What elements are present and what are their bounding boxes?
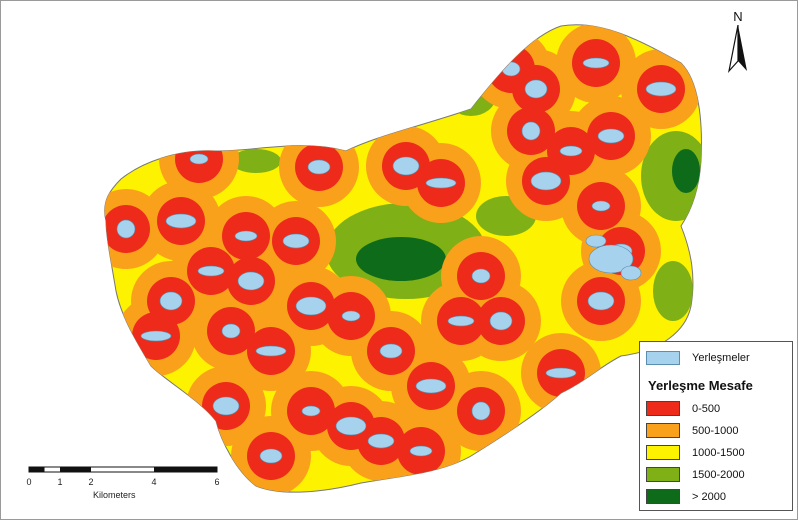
settlement-patch <box>295 296 327 316</box>
settlement-patch <box>282 233 310 249</box>
settlement-patch <box>587 291 615 311</box>
settlement-patch <box>341 310 361 322</box>
scale-tick: 1 <box>57 477 63 487</box>
settlement-patch <box>524 79 548 99</box>
settlement-patch <box>489 311 513 331</box>
legend-title: Yerleşme Mesafe <box>648 378 753 393</box>
scale-tick: 0 <box>26 477 32 487</box>
north-arrow: N <box>723 9 753 75</box>
legend-settlement-label: Yerleşmeler <box>692 352 750 364</box>
legend-settlement-swatch <box>646 351 680 365</box>
legend-settlement-row: Yerleşmeler <box>646 350 750 366</box>
legend-class-label: 0-500 <box>692 402 721 415</box>
settlement-patch <box>234 230 258 242</box>
scale-bar-graphic <box>28 466 218 473</box>
settlement-patch <box>521 121 541 141</box>
settlement-patch <box>116 219 136 239</box>
scale-unit-label: Kilometers <box>93 490 136 500</box>
legend-swatch <box>646 445 680 460</box>
legend-class-label: 500-1000 <box>692 424 739 437</box>
settlement-patch <box>645 81 677 97</box>
legend-row-over-2000: > 2000 <box>646 488 726 505</box>
settlement-patch <box>447 315 475 327</box>
scale-tick: 2 <box>88 477 94 487</box>
settlement-patch <box>471 268 491 284</box>
settlement-patch <box>392 156 420 176</box>
legend-row-1000-1500: 1000-1500 <box>646 444 745 461</box>
settlement-patch <box>425 177 457 189</box>
scale-bar: 0 1 2 4 6 Kilometers <box>23 463 223 503</box>
zone-over-2000 <box>672 149 700 193</box>
legend-row-1500-2000: 1500-2000 <box>646 466 745 483</box>
settlement-patch <box>501 61 521 77</box>
settlement-patch <box>471 401 491 421</box>
settlement-patch <box>197 265 225 277</box>
north-arrow-icon <box>727 25 747 74</box>
settlement-patch <box>165 213 197 229</box>
settlement-patch <box>259 448 283 464</box>
settlement-patch <box>379 343 403 359</box>
zone-over-2000 <box>356 237 446 281</box>
settlement-patch <box>588 244 634 274</box>
settlement-patch <box>212 396 240 416</box>
zone-1500-2000 <box>231 149 281 173</box>
legend-swatch <box>646 467 680 482</box>
settlement-patch <box>530 171 562 191</box>
north-label: N <box>733 9 743 24</box>
settlement-patch <box>559 145 583 157</box>
settlement-patch <box>255 345 287 357</box>
legend-class-label: 1500-2000 <box>692 468 745 481</box>
settlement-patch <box>545 367 577 379</box>
settlement-patch <box>335 416 367 436</box>
settlement-patch <box>237 271 265 291</box>
settlement-patch <box>585 234 607 248</box>
settlement-patch <box>367 433 395 449</box>
legend-row-0-500: 0-500 <box>646 400 720 417</box>
settlement-patch <box>620 265 642 281</box>
settlement-patch <box>221 323 241 339</box>
zone-1500-2000 <box>653 261 693 321</box>
scale-tick: 4 <box>151 477 157 487</box>
legend: Yerleşmeler Yerleşme Mesafe 0-500 500-10… <box>639 341 793 511</box>
legend-swatch <box>646 489 680 504</box>
settlement-patch <box>597 128 625 144</box>
scale-tick: 6 <box>214 477 220 487</box>
settlement-patch <box>189 153 209 165</box>
settlement-patch <box>301 405 321 417</box>
legend-class-label: 1000-1500 <box>692 446 745 459</box>
settlement-patch <box>159 291 183 311</box>
settlement-patch <box>307 159 331 175</box>
legend-swatch <box>646 401 680 416</box>
legend-swatch <box>646 423 680 438</box>
settlement-patch <box>582 57 610 69</box>
legend-class-label: > 2000 <box>692 490 726 503</box>
settlement-patch <box>140 330 172 342</box>
settlement-patch <box>591 200 611 212</box>
settlement-patch <box>415 378 447 394</box>
settlement-patch <box>409 445 433 457</box>
legend-row-500-1000: 500-1000 <box>646 422 739 439</box>
